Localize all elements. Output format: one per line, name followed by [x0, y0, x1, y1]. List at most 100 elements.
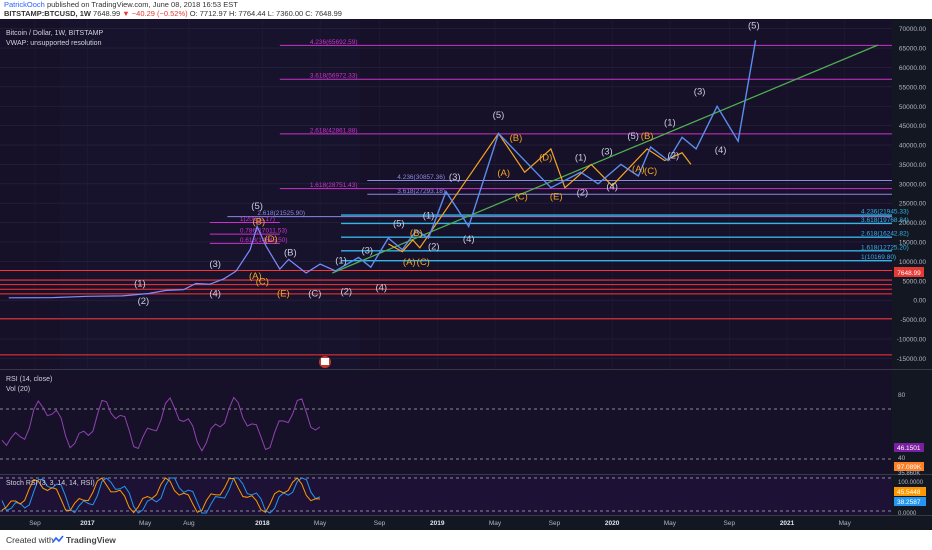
stoch-pane [0, 475, 892, 515]
brand-name[interactable]: TradingView [66, 535, 116, 545]
fib-level-label: 1.618(28751.43) [310, 182, 358, 189]
chart-title: Bitcoin / Dollar, 1W, BITSTAMP [6, 30, 103, 37]
last-price-badge-bg [894, 267, 924, 277]
wave-label: (1) [664, 118, 676, 129]
time-axis[interactable]: Sep 2017 May Aug 2018 May Sep 2019 May Sep 2020 May… [29, 520, 851, 527]
projection-blue-line [335, 40, 757, 272]
stoch-d-badge [894, 497, 926, 506]
price-axis[interactable]: 70000.00 65000.00 60000.00 55000.00 50000.00… [897, 26, 927, 363]
last-price-badge-text: 7648.99 [897, 270, 921, 277]
price-axis-tick: 60000.00 [899, 65, 926, 72]
time-axis-label: 2021 [780, 520, 795, 527]
time-axis-label: 2018 [255, 520, 270, 527]
wave-label: (3) [209, 259, 221, 270]
price-axis-tick: 70000.00 [899, 26, 926, 33]
rsi-axis-tick-80: 80 [898, 392, 906, 399]
wave-label: (3) [449, 172, 461, 183]
wave-label: (5) [393, 218, 405, 229]
stoch-k-value: 45.5448 [897, 489, 921, 496]
vol-value-badge [894, 462, 924, 471]
time-axis-label: Aug [183, 520, 195, 527]
tradingview-logo-icon [52, 535, 64, 543]
wave-label: (B) [641, 131, 654, 142]
rsi-label: RSI (14, close) [6, 376, 52, 383]
price-axis-tick: 45000.00 [899, 123, 926, 130]
time-axis-label: 2020 [605, 520, 620, 527]
publish-header: PatrickOoch published on TradingView.com… [0, 0, 932, 19]
wave-label: (D) [264, 234, 277, 245]
wave-label: (5) [493, 110, 505, 121]
created-with-text: Created with [6, 535, 54, 545]
price-axis-tick: 0.00 [913, 298, 926, 305]
fib-level-label: 1(20031.17) [240, 216, 275, 223]
flag-marker-glyph [321, 358, 329, 365]
published-text: published on TradingView.com, June 08, 2… [46, 0, 238, 9]
time-axis-label: Sep [29, 520, 41, 527]
wave-label: (5) [748, 21, 760, 32]
price-axis-tick: -15000.00 [897, 356, 927, 363]
stoch-d-value: 38.2587 [897, 499, 921, 506]
wave-label: (1) [134, 279, 146, 290]
wave-label: (2) [340, 286, 352, 297]
wave-label: (A) [632, 164, 645, 175]
last-price-badge: 7648.99 [894, 267, 924, 277]
wave-label: (4) [715, 145, 727, 156]
rsi-axis-tick-40: 40 [898, 455, 906, 462]
time-axis-label: May [664, 520, 677, 527]
wave-label: (1) [423, 211, 435, 222]
price-axis-tick: 10000.00 [899, 259, 926, 266]
price-chart[interactable]: 4.236(65692.59) 3.618(56972.33) 2.618(4286… [0, 19, 932, 530]
fib-level-label: 0.786(17011.53) [240, 228, 287, 235]
time-axis-label: May [139, 520, 152, 527]
fib-level-label: 4.236(65692.59) [310, 39, 358, 46]
stoch-k-line [1, 477, 321, 514]
vol-value: 97.089K [897, 464, 922, 471]
symbol-label: BITSTAMP:BTCUSD, 1W [4, 9, 91, 18]
wave-label: (2) [428, 242, 440, 253]
price-axis-tick: 30000.00 [899, 181, 926, 188]
wave-label: (A) [403, 257, 416, 268]
fib-level-label: 2.618(42861.88) [310, 127, 358, 134]
rsi-value-badge [894, 443, 924, 452]
btc-price-line [8, 224, 337, 299]
wave-label: (3) [601, 147, 613, 158]
vwap-note: VWAP: unsupported resolution [6, 40, 102, 47]
wave-label: (E) [550, 191, 563, 202]
stoch-d-line [1, 477, 321, 514]
projection-series [335, 40, 757, 272]
wave-label: (D) [539, 153, 552, 164]
price-axis-tick: 40000.00 [899, 143, 926, 150]
fib-level-label: 3.618(19768.84) [861, 217, 909, 224]
price-axis-tick: 50000.00 [899, 104, 926, 111]
wave-label: (2) [668, 151, 680, 162]
vol-label: Vol (20) [6, 386, 30, 393]
fib-level-label: 1(10169.80) [861, 254, 896, 261]
price-axis-tick: 35000.00 [899, 162, 926, 169]
flag-marker[interactable] [319, 356, 331, 368]
projection-orange-line [388, 132, 692, 253]
pane-shade [60, 19, 360, 369]
fib-level-label: 3.618(27293.18) [397, 188, 445, 195]
wave-label: (4) [375, 282, 387, 293]
time-axis-label: 2017 [80, 520, 95, 527]
price-axis-tick: 65000.00 [899, 46, 926, 53]
wave-label: (B) [510, 133, 523, 144]
last-price: 7648.99 [93, 9, 121, 18]
wave-label: (C) [308, 288, 321, 299]
wave-label: (3) [361, 246, 373, 257]
time-axis-label: Sep [374, 520, 386, 527]
wave-label: (C) [256, 277, 269, 288]
rsi-line [1, 396, 321, 452]
time-axis-label: May [489, 520, 502, 527]
price-axis-tick: 5000.00 [903, 278, 927, 285]
wave-label: (5) [251, 201, 263, 212]
wave-label: (B) [284, 248, 297, 259]
time-axis-label: May [839, 520, 852, 527]
wave-label: (4) [606, 182, 618, 193]
price-change: ▼ −40.29 (−0.52%) [122, 9, 188, 18]
price-axis-tick: 20000.00 [899, 220, 926, 227]
rsi-pane [0, 370, 892, 473]
time-axis-label: May [314, 520, 327, 527]
stoch-axis-tick-0: 0.0000 [898, 511, 917, 517]
author-link[interactable]: PatrickOoch [4, 0, 45, 9]
